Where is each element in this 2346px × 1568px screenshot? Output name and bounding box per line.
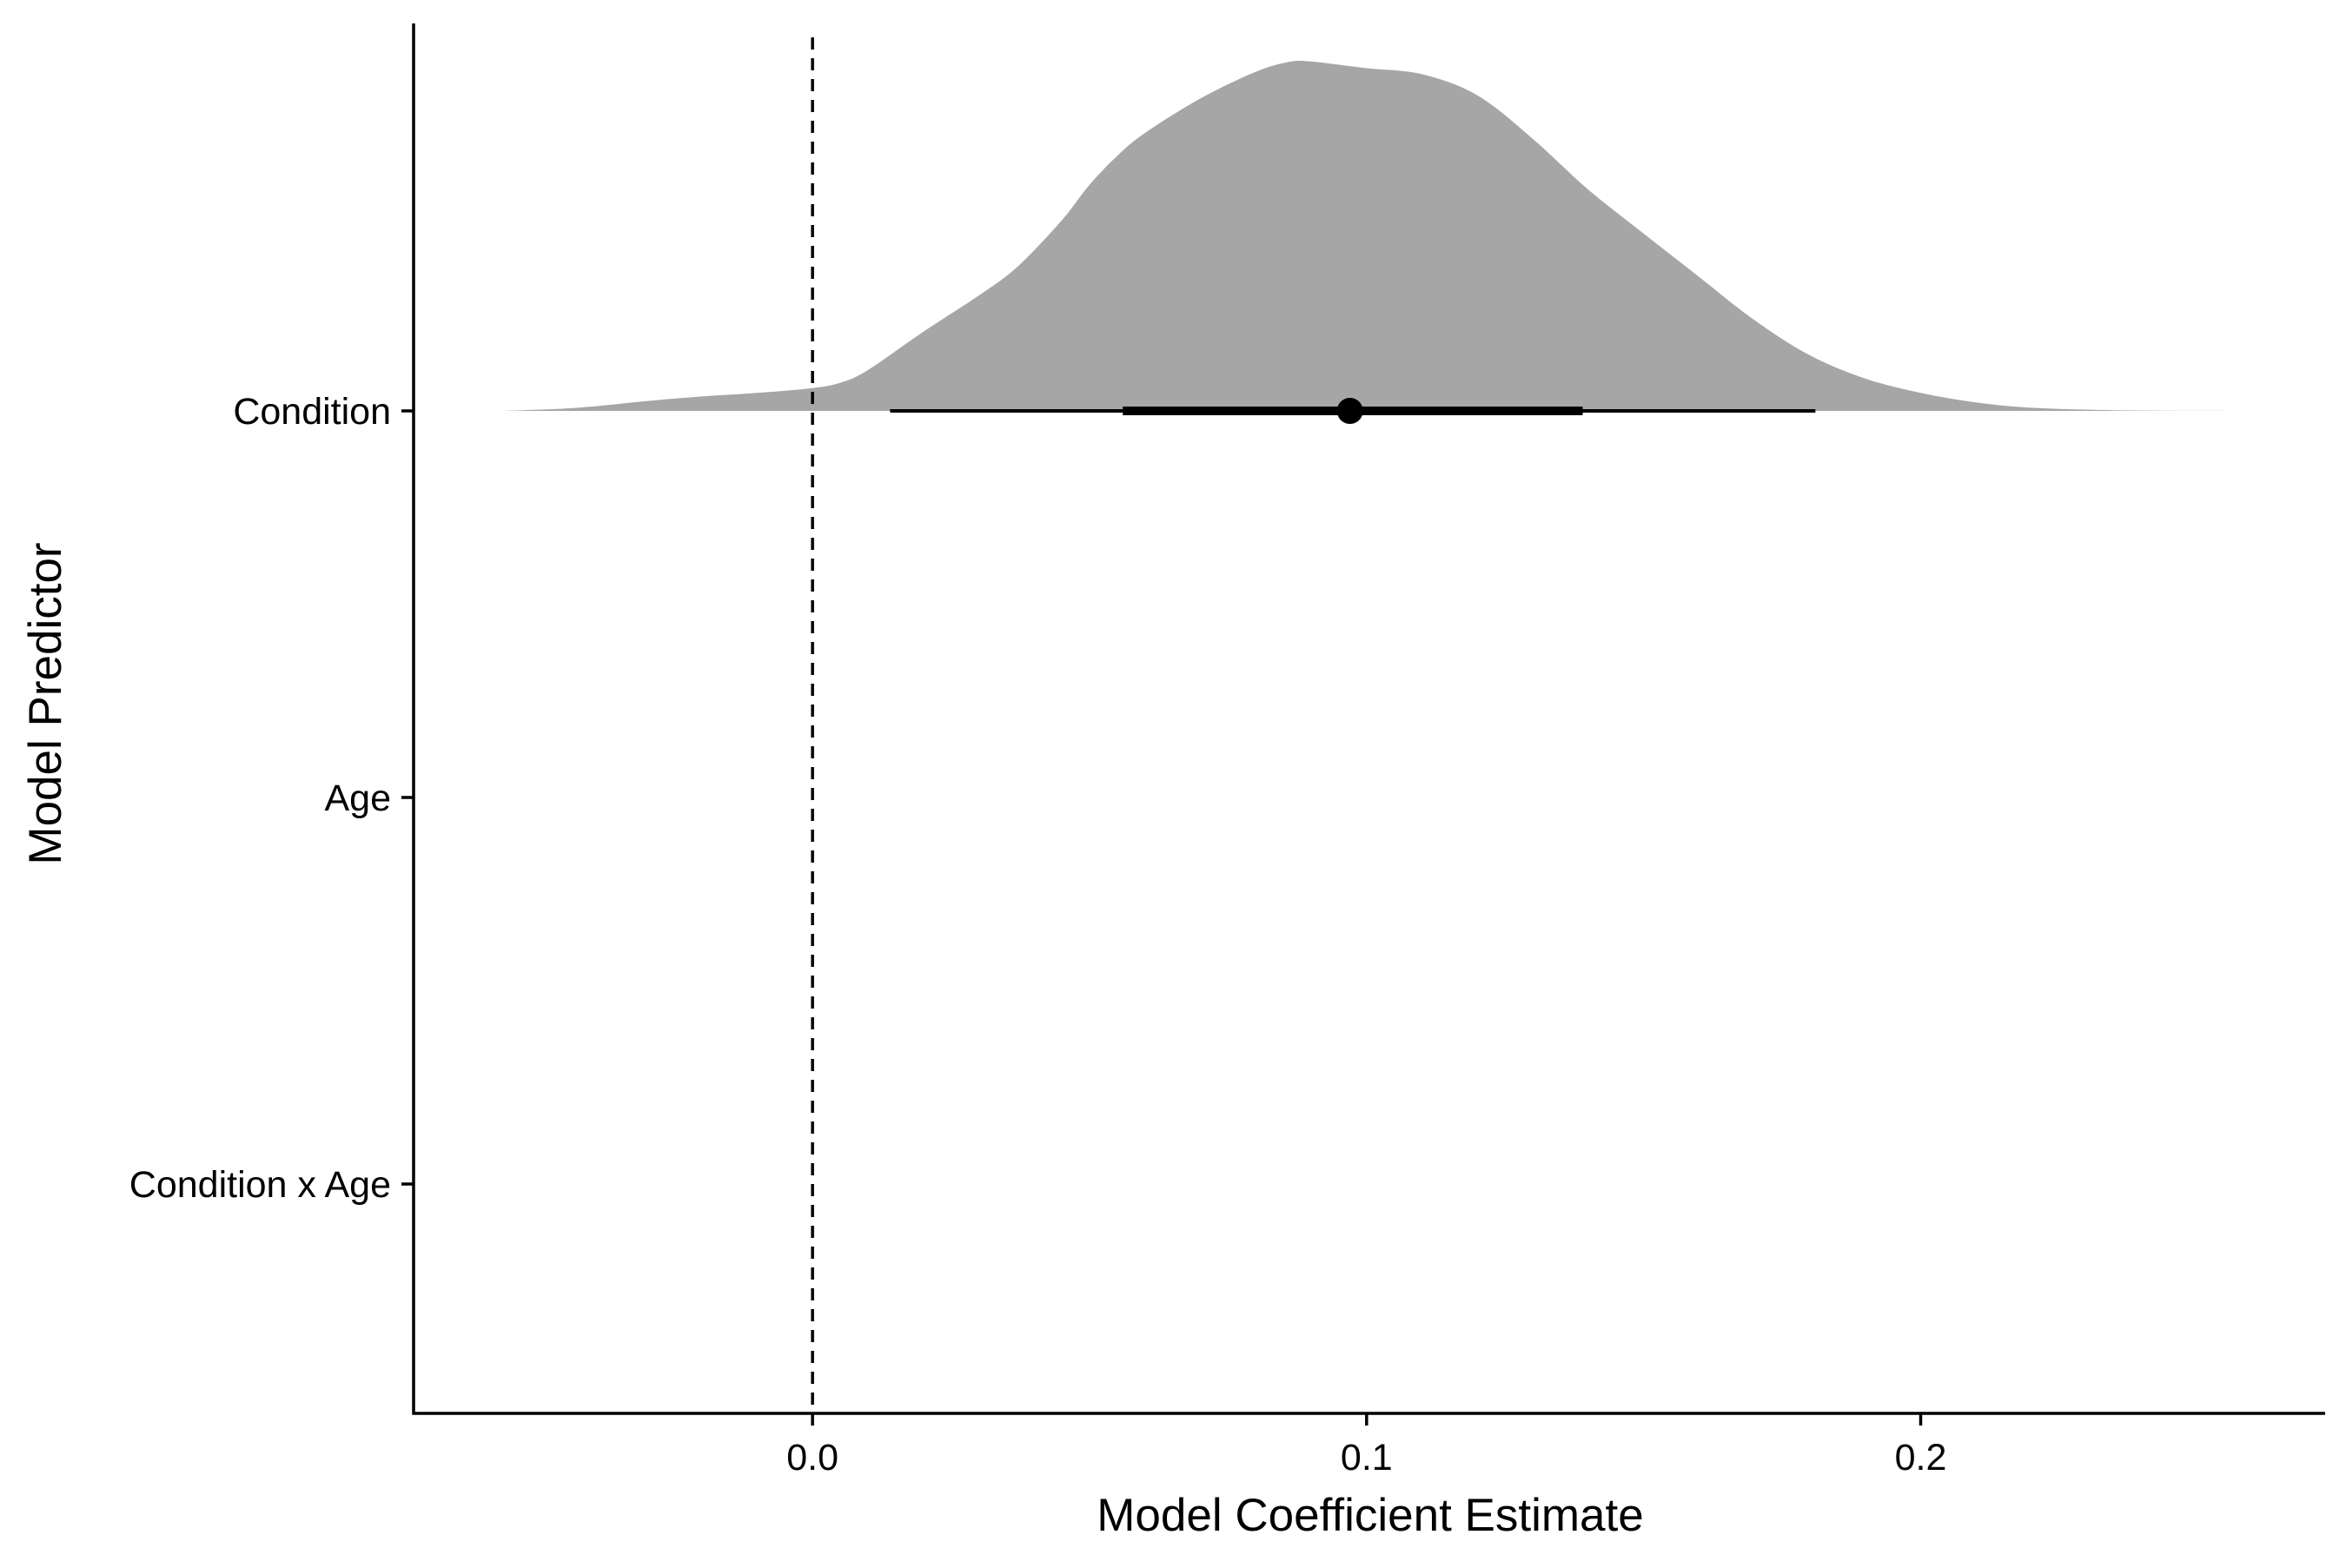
density-condition xyxy=(502,60,2237,412)
point-estimate-condition xyxy=(1336,398,1363,424)
ticks-layer: 0.0 0.1 0.2 Condition Age Condition x Age xyxy=(129,391,1947,1479)
x-tick-label: 0.0 xyxy=(786,1437,838,1479)
y-tick-label: Age xyxy=(324,777,391,819)
x-axis-title: Model Coefficient Estimate xyxy=(1097,1490,1643,1541)
interval-layer xyxy=(890,398,1816,424)
y-tick-label: Condition xyxy=(233,391,391,433)
y-axis-title: Model Predictor xyxy=(20,542,71,864)
x-tick-label: 0.2 xyxy=(1895,1437,1947,1479)
y-tick-label: Condition x Age xyxy=(129,1164,391,1206)
density-layer xyxy=(502,60,2237,412)
x-tick-label: 0.1 xyxy=(1341,1437,1393,1479)
